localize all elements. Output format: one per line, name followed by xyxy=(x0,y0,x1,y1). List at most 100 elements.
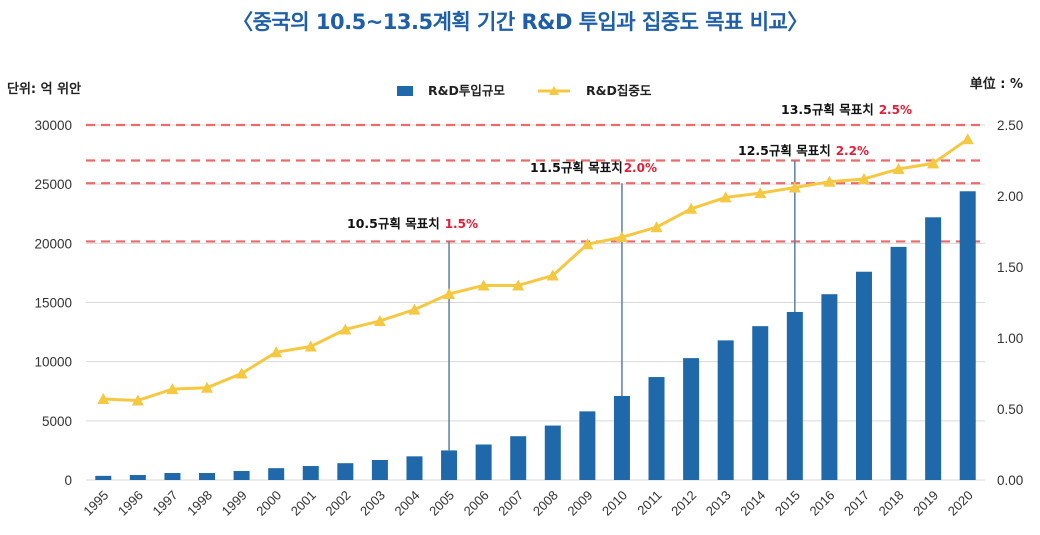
bar-2000 xyxy=(268,468,285,480)
target-annotation-11.5: 11.5규획 목표치2.0% xyxy=(530,160,657,175)
bar-2014 xyxy=(752,326,769,480)
x-axis-tick-label: 2004 xyxy=(392,488,423,519)
x-axis-tick-label: 2015 xyxy=(772,488,803,519)
point-2012 xyxy=(685,202,698,214)
point-2010 xyxy=(615,231,628,243)
right-axis-unit-label: 单位 : % xyxy=(970,76,1023,92)
left-axis-tick-label: 20000 xyxy=(34,236,72,251)
bar-2013 xyxy=(717,340,734,480)
x-axis-tick-label: 2010 xyxy=(599,488,630,519)
bar-2018 xyxy=(890,246,907,480)
x-axis-tick-label: 2019 xyxy=(910,488,941,519)
point-1997 xyxy=(166,383,179,395)
x-axis-tick-label: 2016 xyxy=(806,488,837,519)
rd-intensity-line xyxy=(103,137,969,402)
bar-2020 xyxy=(959,191,976,480)
point-2017 xyxy=(857,172,870,184)
legend: R&D투입규모 R&D집중도 xyxy=(397,83,652,98)
point-2009 xyxy=(581,238,594,250)
bar-2017 xyxy=(855,271,872,480)
bar-1996 xyxy=(129,475,146,480)
x-axis-tick-label: 2017 xyxy=(841,488,872,519)
target-annotation-value: 2.2% xyxy=(836,144,869,158)
x-axis-tick-label: 1995 xyxy=(80,488,111,519)
point-2018 xyxy=(892,163,905,175)
left-axis-tick-label: 30000 xyxy=(34,118,72,133)
legend-bar-swatch xyxy=(397,86,413,96)
point-2015 xyxy=(788,181,801,193)
left-axis-ticks: 30000 25000 20000 15000 10000 5000 0 xyxy=(34,118,72,488)
x-axis-tick-label: 2018 xyxy=(876,488,907,519)
x-axis-tick-label: 2003 xyxy=(357,488,388,519)
x-axis-tick-label: 2006 xyxy=(461,488,492,519)
bar-2019 xyxy=(925,217,942,481)
point-2003 xyxy=(373,314,386,326)
bar-2015 xyxy=(786,311,803,480)
x-axis-tick-label: 1997 xyxy=(150,488,181,519)
point-2019 xyxy=(927,157,940,169)
gridlines xyxy=(86,124,985,481)
left-axis-tick-label: 10000 xyxy=(34,355,72,370)
point-2007 xyxy=(512,279,525,291)
x-axis-tick-label: 1999 xyxy=(219,488,250,519)
bar-2004 xyxy=(406,456,423,480)
point-1998 xyxy=(201,381,214,393)
chart-title: 〈중국의 10.5~13.5계획 기간 R&D 투입과 집중도 목표 비교〉 xyxy=(232,10,808,34)
right-axis-tick-label: 1.00 xyxy=(997,331,1023,346)
bar-2011 xyxy=(648,377,665,480)
point-2006 xyxy=(477,279,490,291)
point-2002 xyxy=(339,323,352,335)
target-annotations: 10.5규획 목표치 1.5% 11.5규획 목표치2.0% 12.5규획 목표치 2.… xyxy=(347,102,912,231)
x-axis-ticks: 1995 1996 1997 1998 1999 2000 2001 2002 2003 2004… xyxy=(80,488,975,519)
target-annotation-label: 13.5규획 목표치 xyxy=(781,102,874,117)
target-annotation-13.5: 13.5규획 목표치 2.5% xyxy=(781,102,912,117)
bar-2016 xyxy=(821,294,838,480)
point-2016 xyxy=(823,175,836,187)
bar-series xyxy=(95,191,976,481)
bar-1998 xyxy=(199,473,216,480)
right-axis-tick-label: 1.50 xyxy=(997,260,1023,275)
point-1996 xyxy=(131,394,144,406)
bar-1995 xyxy=(95,475,112,480)
target-annotation-12.5: 12.5규획 목표치 2.2% xyxy=(738,143,869,158)
bar-2009 xyxy=(579,411,596,480)
bar-2010 xyxy=(613,395,630,480)
bar-2007 xyxy=(510,436,527,480)
bar-1997 xyxy=(164,473,181,480)
bar-2012 xyxy=(683,358,700,480)
legend-label-rd-intensity: R&D집중도 xyxy=(586,83,652,98)
line-series xyxy=(97,133,974,406)
right-axis-tick-label: 2.50 xyxy=(997,118,1023,133)
bar-2005 xyxy=(441,450,458,480)
point-2013 xyxy=(719,191,732,203)
x-axis-tick-label: 2001 xyxy=(288,488,319,519)
point-2014 xyxy=(754,187,767,199)
left-axis-tick-label: 5000 xyxy=(42,414,72,429)
x-axis-tick-label: 2008 xyxy=(530,488,561,519)
legend-label-rd-investment: R&D투입규모 xyxy=(428,83,505,98)
left-axis-tick-label: 0 xyxy=(64,473,72,488)
x-axis-tick-label: 2000 xyxy=(253,488,284,519)
bar-2003 xyxy=(371,460,388,480)
target-annotation-value: 2.5% xyxy=(879,103,912,117)
x-axis-tick-label: 2011 xyxy=(634,488,664,518)
target-lines xyxy=(86,123,985,243)
target-annotation-value: 2.0% xyxy=(624,161,657,175)
right-axis-tick-label: 0.00 xyxy=(997,473,1023,488)
x-axis-tick-label: 2009 xyxy=(564,488,595,519)
left-axis-unit-label: 단위: 억 위안 xyxy=(7,81,81,97)
point-1995 xyxy=(97,393,110,405)
point-2011 xyxy=(650,221,663,233)
left-axis-tick-label: 25000 xyxy=(34,177,72,192)
x-axis-tick-label: 2012 xyxy=(668,488,699,519)
bar-1999 xyxy=(233,471,250,480)
x-axis-tick-label: 2005 xyxy=(426,488,457,519)
target-annotation-label: 11.5규획 목표치 xyxy=(530,160,623,175)
x-axis-tick-label: 2013 xyxy=(703,488,734,519)
right-axis-tick-label: 0.50 xyxy=(997,402,1023,417)
target-annotation-label: 10.5규획 목표치 xyxy=(347,216,440,231)
point-2000 xyxy=(270,346,283,358)
point-2004 xyxy=(408,303,421,315)
bar-2001 xyxy=(302,466,319,480)
